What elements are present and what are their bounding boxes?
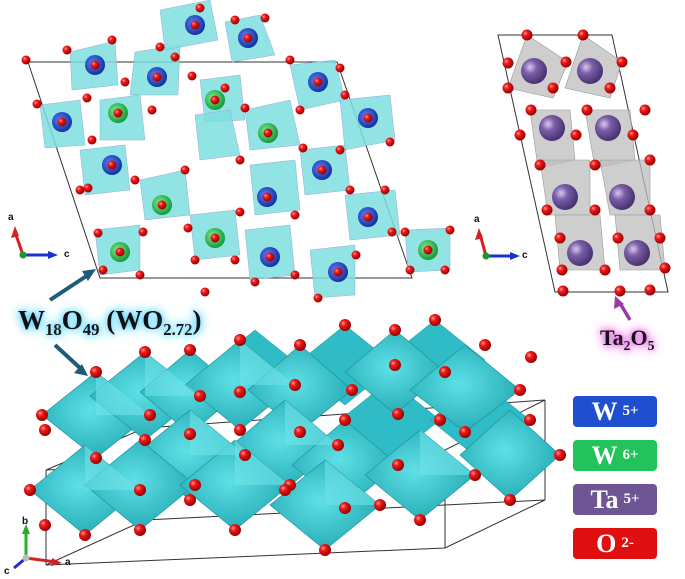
axis-indicator-top-left bbox=[11, 226, 58, 259]
oxygen-ions-top-left bbox=[21, 3, 455, 303]
arrow-w-top bbox=[48, 273, 90, 302]
axis-label-b-bottom: b bbox=[22, 516, 29, 527]
axis-label-a-top-right: a bbox=[474, 214, 480, 225]
oxygen-ions-3d bbox=[24, 314, 566, 556]
axis-label-c-top-right: c bbox=[522, 250, 528, 261]
axis-label-a-top-left: a bbox=[8, 212, 14, 223]
ta2o5-projection-panel bbox=[475, 29, 671, 321]
axis-label-c-top-left: c bbox=[64, 249, 70, 260]
w18o49-3d-panel bbox=[13, 314, 566, 570]
oxygen-ions-ta bbox=[502, 29, 671, 297]
axis-label-c-bottom: c bbox=[4, 566, 10, 577]
legend-o2: O 2- bbox=[573, 528, 657, 559]
legend-ta5: Ta 5+ bbox=[573, 484, 657, 515]
w18o49-formula-label: W18O49 (WO2.72) bbox=[18, 305, 202, 339]
legend-w6: W 6+ bbox=[573, 440, 657, 471]
arrow-ta bbox=[618, 302, 632, 321]
axis-indicator-top-right bbox=[475, 228, 520, 260]
legend-w5: W 5+ bbox=[573, 396, 657, 427]
axis-indicator-bottom bbox=[13, 524, 62, 570]
ta-ions bbox=[521, 58, 650, 266]
arrow-w-bottom bbox=[53, 343, 82, 370]
axis-label-a-bottom: a bbox=[65, 557, 71, 568]
w18o49-projection-panel bbox=[11, 0, 455, 303]
unit-cell-outline bbox=[27, 61, 413, 279]
octahedra bbox=[29, 319, 561, 551]
ta2o5-formula-label: Ta2O5 bbox=[600, 325, 655, 353]
ta-unit-cell-outline bbox=[497, 34, 669, 293]
w5-ions bbox=[52, 15, 378, 282]
